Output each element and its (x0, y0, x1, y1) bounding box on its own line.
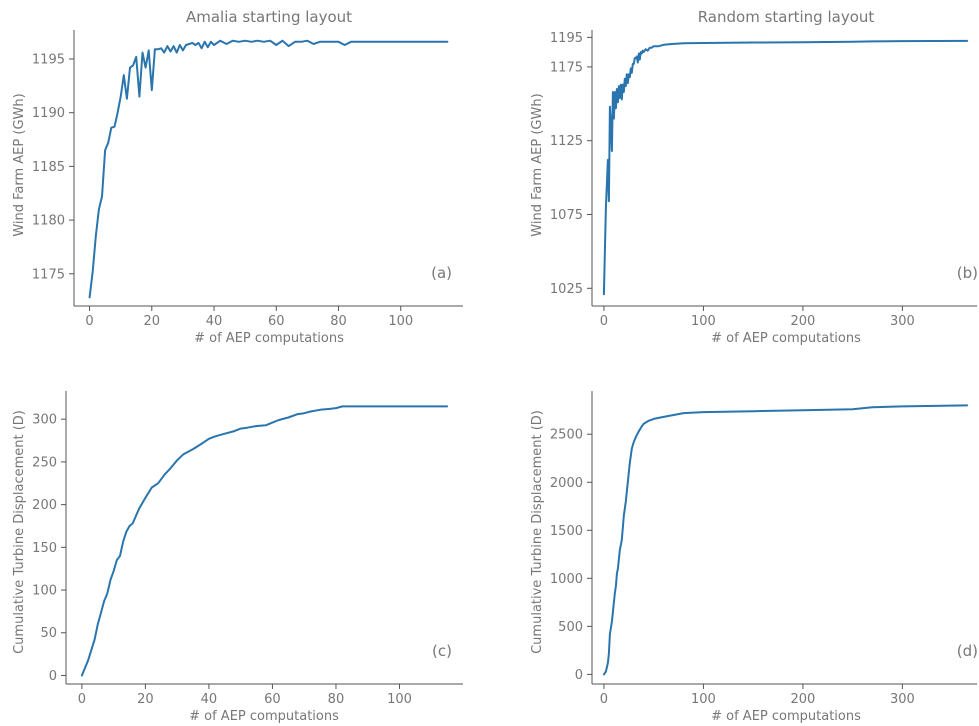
panel-b-series-line (602, 39, 969, 296)
panel-d-x-tick-label: 100 (691, 692, 716, 707)
panel-b-y-tick-label: 1025 (550, 282, 583, 297)
panel-a-x-tick-label: 20 (144, 314, 161, 329)
panel-a: Amalia starting layout Wind Farm AEP (GW… (12, 8, 463, 346)
panel-b-x-tick-label: 200 (790, 314, 815, 329)
panel-c-y-tick-label: 300 (32, 413, 57, 428)
panel-d: Cumulative Turbine Displacement (D) # of… (530, 391, 978, 724)
panel-d-x-tick-label: 0 (600, 692, 608, 707)
panel-a-series-line (88, 39, 449, 299)
panel-b-ylabel: Wind Farm AEP (GWh) (530, 93, 545, 236)
panel-a-y-tick-label: 1190 (32, 106, 65, 121)
panel-c-y-tick-label: 250 (32, 455, 57, 470)
panel-c: Cumulative Turbine Displacement (D) # of… (12, 391, 463, 724)
panel-d-y-tick-label: 2000 (550, 476, 583, 491)
panel-b-annotation: (b) (957, 264, 978, 282)
panel-a-y-tick-label: 1185 (32, 160, 65, 175)
panel-c-y-tick-label: 200 (32, 498, 57, 513)
panel-c-y-tick-label: 50 (40, 626, 57, 641)
panel-a-plot: 0 20 40 60 80 100 1175 1180 1185 1190 1195 (32, 30, 463, 329)
panel-c-x-tick-label: 40 (201, 692, 218, 707)
panel-d-y-tick-label: 1000 (550, 572, 583, 587)
panel-b-y-tick-label: 1075 (550, 208, 583, 223)
panel-d-y-tick-label: 1500 (550, 524, 583, 539)
panel-c-y-tick-label: 100 (32, 584, 57, 599)
panel-b-title: Random starting layout (698, 8, 875, 26)
panel-a-x-tick-label: 0 (85, 314, 93, 329)
panel-c-plot: 0 20 40 60 80 100 0 50 100 150 200 250 300 (32, 391, 463, 707)
panel-c-series-line (80, 405, 449, 677)
panel-b-x-tick-label: 0 (600, 314, 608, 329)
panel-a-y-tick-label: 1175 (32, 267, 65, 282)
panel-a-xlabel: # of AEP computations (194, 331, 344, 346)
panel-c-annotation: (c) (432, 642, 452, 660)
panel-c-xlabel: # of AEP computations (189, 709, 339, 724)
panel-a-ylabel: Wind Farm AEP (GWh) (12, 93, 27, 236)
panel-c-y-tick-label: 150 (32, 541, 57, 556)
panel-b-y-tick-label: 1195 (550, 31, 583, 46)
panel-d-x-tick-label: 200 (790, 692, 815, 707)
panel-c-x-tick-label: 60 (264, 692, 281, 707)
panel-a-y-tick-label: 1195 (32, 52, 65, 67)
panel-b-x-tick-label: 100 (691, 314, 716, 329)
panel-d-xlabel: # of AEP computations (711, 709, 861, 724)
panel-a-x-tick-label: 40 (206, 314, 223, 329)
panel-c-x-tick-label: 100 (387, 692, 412, 707)
panel-a-x-tick-label: 100 (388, 314, 413, 329)
panel-d-x-tick-label: 300 (890, 692, 915, 707)
panel-a-title: Amalia starting layout (186, 8, 352, 26)
panel-d-y-tick-label: 500 (558, 620, 583, 635)
panel-a-y-tick-label: 1180 (32, 214, 65, 229)
panel-d-y-tick-label: 0 (575, 668, 583, 683)
panel-c-y-tick-label: 0 (49, 669, 57, 684)
panel-b-xlabel: # of AEP computations (711, 331, 861, 346)
panel-d-ylabel: Cumulative Turbine Displacement (D) (530, 410, 545, 654)
panel-b-x-tick-label: 300 (890, 314, 915, 329)
panel-c-ylabel: Cumulative Turbine Displacement (D) (12, 410, 27, 654)
panel-a-x-tick-label: 60 (268, 314, 285, 329)
panel-d-plot: 0 100 200 300 0 500 1000 1500 2000 2500 (550, 391, 977, 707)
panel-d-annotation: (d) (957, 642, 978, 660)
panel-c-x-tick-label: 0 (78, 692, 86, 707)
panel-b-y-tick-label: 1125 (550, 134, 583, 149)
panel-d-y-tick-label: 2500 (550, 428, 583, 443)
panel-c-x-tick-label: 20 (137, 692, 154, 707)
panel-d-series-line (602, 404, 969, 676)
panel-b: Random starting layout Wind Farm AEP (GW… (530, 8, 978, 346)
panel-a-annotation: (a) (431, 264, 452, 282)
panel-b-plot: 0 100 200 300 1025 1075 1125 1175 1195 (550, 30, 977, 329)
panel-b-y-tick-label: 1175 (550, 60, 583, 75)
panel-a-x-tick-label: 80 (330, 314, 347, 329)
panel-c-x-tick-label: 80 (328, 692, 345, 707)
